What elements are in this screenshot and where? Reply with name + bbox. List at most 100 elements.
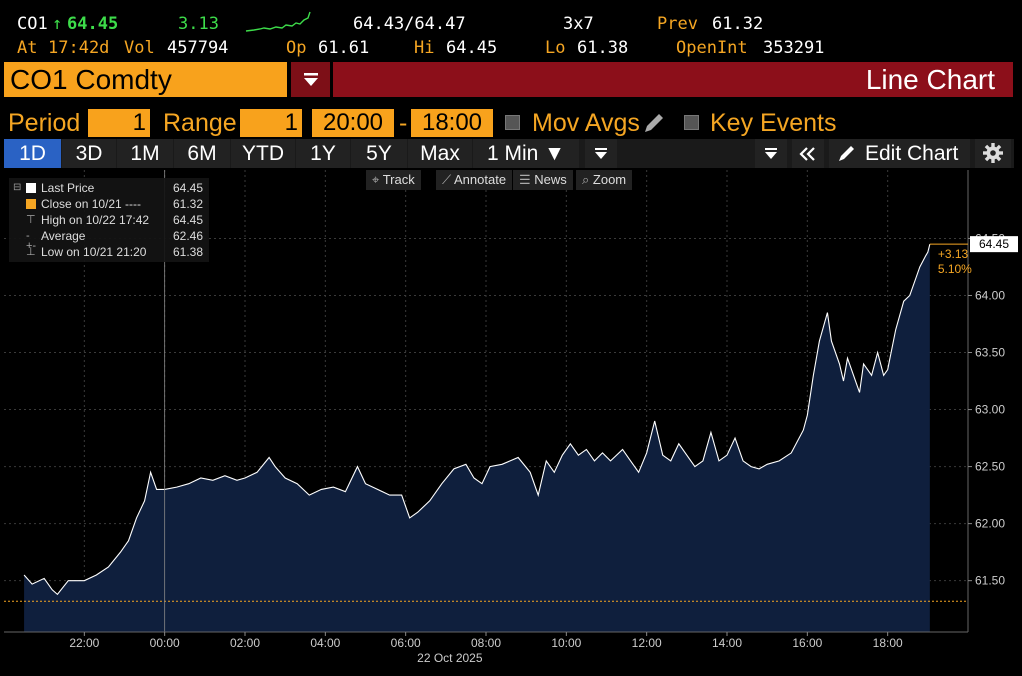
legend-value: 64.45	[173, 212, 203, 228]
zoom-tool[interactable]: ⌕ Zoom	[576, 170, 632, 190]
high-label: Hi	[414, 38, 434, 58]
frequency-dropdown[interactable]: 1 Min ▼	[473, 139, 579, 168]
x-tick-label: 02:00	[230, 636, 260, 650]
legend-name: Close on 10/21 ----	[41, 196, 141, 212]
open-interest: 353291	[763, 38, 824, 58]
annotate-tool[interactable]: ⟋ Annotate	[436, 170, 512, 190]
white-square-icon	[26, 183, 36, 193]
tab-5y[interactable]: 5Y	[351, 139, 407, 168]
menu-lines-icon	[303, 72, 319, 88]
key-events-checkbox[interactable]	[684, 115, 699, 130]
double-chevron-left-icon	[798, 146, 818, 162]
low-marker-icon: ⊥	[26, 247, 36, 257]
menu-lines-icon	[764, 147, 778, 161]
range-input[interactable]: 1	[240, 109, 302, 137]
legend-row-low[interactable]: ⊥ Low on 10/21 21:20 61.38	[9, 244, 209, 260]
end-time-input[interactable]: 18:00	[411, 109, 493, 137]
page-title: Line Chart	[333, 62, 1013, 97]
legend-row-average[interactable]: -+- Average 62.46	[9, 228, 209, 244]
last-price: 64.45	[67, 14, 118, 34]
edit-chart-button[interactable]: Edit Chart	[829, 139, 970, 168]
tab-3d[interactable]: 3D	[62, 139, 116, 168]
up-arrow-icon: ↑	[52, 14, 62, 34]
zoom-label: Zoom	[593, 172, 626, 187]
chart-legend[interactable]: ⊟ Last Price 64.45 Close on 10/21 ---- 6…	[9, 178, 209, 262]
period-input[interactable]: 1	[88, 109, 150, 137]
legend-row-last[interactable]: Last Price 64.45	[9, 180, 209, 196]
low-label: Lo	[545, 38, 565, 58]
time-range-dash: -	[399, 109, 407, 137]
average-marker-icon: -+-	[26, 231, 36, 241]
mov-avgs-checkbox[interactable]	[505, 115, 520, 130]
tab-6m[interactable]: 6M	[174, 139, 230, 168]
gear-icon	[982, 142, 1004, 164]
y-tick-label: 62.50	[975, 460, 1005, 474]
y-tick-label: 63.00	[975, 403, 1005, 417]
news-tool[interactable]: ☰ News	[513, 170, 573, 190]
security-menu-button[interactable]	[291, 62, 330, 97]
at-label: At	[17, 38, 37, 58]
chart-options-button[interactable]	[755, 139, 787, 168]
x-tick-label: 00:00	[150, 636, 180, 650]
prev-label: Prev	[657, 14, 698, 34]
ticker-symbol: CO1	[17, 14, 48, 34]
legend-row-close[interactable]: Close on 10/21 ---- 61.32	[9, 196, 209, 212]
open-label: Op	[286, 38, 306, 58]
y-tick-label: 61.50	[975, 574, 1005, 588]
crosshair-icon: ⌖	[372, 172, 379, 187]
mov-avgs-label[interactable]: Mov Avgs	[532, 109, 640, 137]
tab-1d[interactable]: 1D	[4, 139, 61, 168]
high-price: 64.45	[446, 38, 497, 58]
tab-1y[interactable]: 1Y	[296, 139, 350, 168]
volume: 457794	[167, 38, 228, 58]
x-tick-label: 04:00	[310, 636, 340, 650]
tab-ytd[interactable]: YTD	[231, 139, 295, 168]
range-label: Range	[163, 109, 237, 137]
sparkline-icon	[244, 10, 312, 34]
legend-name: Last Price	[41, 180, 94, 196]
date-label: 22 Oct 2025	[417, 651, 483, 665]
x-tick-label: 22:00	[69, 636, 99, 650]
net-change: 3.13	[178, 14, 219, 34]
y-tick-label: 63.50	[975, 346, 1005, 360]
track-label: Track	[383, 172, 415, 187]
legend-name: High on 10/22 17:42	[41, 212, 149, 228]
annotate-icon: ⟋	[442, 172, 451, 187]
legend-name: Low on 10/21 21:20	[41, 244, 146, 260]
y-tick-label: 62.00	[975, 517, 1005, 531]
prev-close: 61.32	[712, 14, 763, 34]
legend-value: 61.38	[173, 244, 203, 260]
percent-change-annotation: 5.10%	[938, 262, 972, 276]
volume-label: Vol	[124, 38, 155, 58]
news-label: News	[534, 172, 567, 187]
menu-lines-icon	[594, 147, 608, 161]
legend-row-high[interactable]: ⊤ High on 10/22 17:42 64.45	[9, 212, 209, 228]
track-tool[interactable]: ⌖ Track	[366, 170, 421, 190]
legend-value: 64.45	[173, 180, 203, 196]
y-tick-label: 64.00	[975, 288, 1005, 302]
tab-1m[interactable]: 1M	[117, 139, 173, 168]
collapse-button[interactable]	[792, 139, 824, 168]
security-input[interactable]: CO1 Comdty	[4, 62, 287, 97]
last-trade-time: 17:42d	[48, 38, 109, 58]
x-tick-label: 18:00	[873, 636, 903, 650]
last-price-tag-label: 64.45	[979, 237, 1009, 251]
legend-value: 61.32	[173, 196, 203, 212]
legend-name: Average	[41, 228, 85, 244]
pencil-icon[interactable]	[642, 111, 666, 135]
annotate-label: Annotate	[454, 172, 506, 187]
zoom-icon: ⌕	[582, 172, 589, 187]
tab-options-button[interactable]	[585, 139, 617, 168]
key-events-label[interactable]: Key Events	[710, 109, 836, 137]
open-price: 61.61	[318, 38, 369, 58]
bid-ask: 64.43/64.47	[353, 14, 466, 34]
x-tick-label: 16:00	[792, 636, 822, 650]
x-tick-label: 06:00	[391, 636, 421, 650]
pencil-icon	[837, 143, 857, 163]
high-marker-icon: ⊤	[26, 215, 36, 225]
tab-max[interactable]: Max	[408, 139, 472, 168]
x-tick-label: 08:00	[471, 636, 501, 650]
settings-button[interactable]	[975, 139, 1011, 168]
start-time-input[interactable]: 20:00	[312, 109, 394, 137]
change-annotation: +3.13	[938, 247, 969, 261]
